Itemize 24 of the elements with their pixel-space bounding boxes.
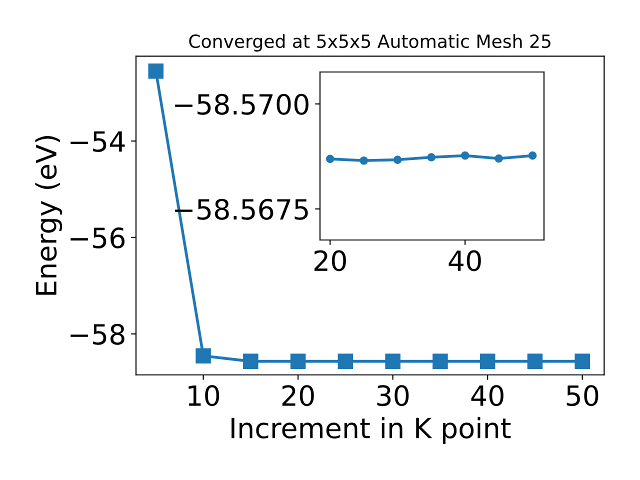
x-tick-label: 40	[471, 385, 504, 406]
chart-title: Converged at 5x5x5 Automatic Mesh 25	[189, 34, 550, 52]
x-tick-label: 30	[377, 385, 409, 406]
point	[480, 354, 496, 369]
point	[290, 354, 306, 369]
point	[196, 348, 211, 364]
x-tick-label: 20	[282, 385, 314, 406]
y-axis-title: Energy (eV)	[35, 136, 62, 295]
point	[243, 354, 258, 369]
point	[432, 354, 448, 369]
point	[385, 354, 400, 369]
y-tick-label: −56	[70, 227, 125, 248]
x-tick-label: 40	[448, 250, 481, 272]
point	[338, 354, 354, 369]
x-tick-label: 10	[188, 385, 220, 406]
x-tick-label: 20	[314, 250, 346, 272]
point	[148, 63, 164, 79]
y-tick-label: −54	[70, 131, 125, 152]
point	[527, 354, 543, 369]
point	[574, 354, 590, 369]
x-axis-title: Increment in K point	[232, 417, 511, 444]
y-tick-label: −58.5700	[175, 94, 308, 115]
y-tick-label: −58	[70, 324, 124, 345]
x-tick-label: 50	[566, 385, 598, 406]
